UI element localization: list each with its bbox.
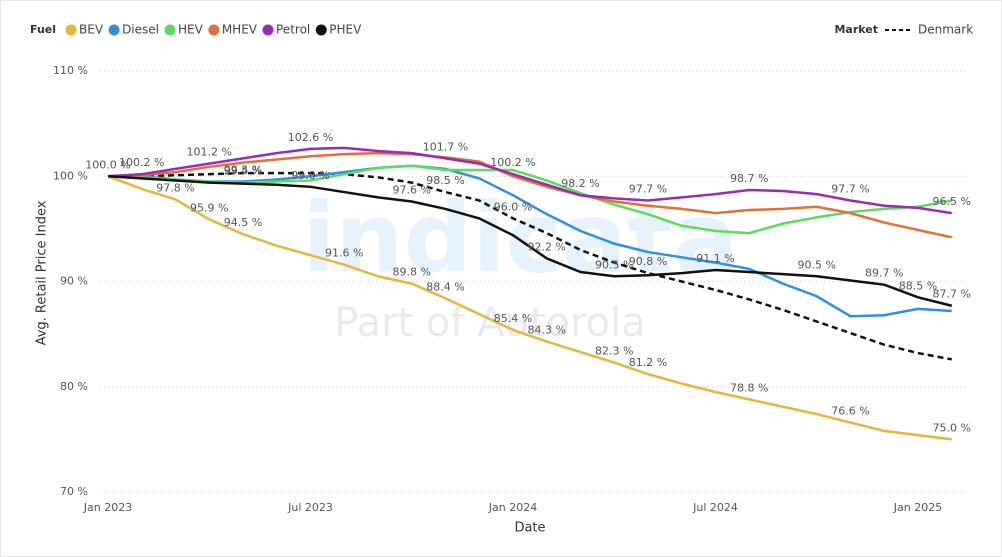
data-label: 96.0 % [494,200,532,213]
data-label: 97.6 % [393,184,431,197]
data-label: 88.4 % [426,280,464,293]
data-label: 90.5 % [798,258,836,271]
data-label: 100.2 % [119,156,164,169]
data-label: 75.0 % [933,421,971,434]
data-label: 99.5 % [224,164,262,177]
data-label: 90.5 % [595,258,633,271]
legend-label: Petrol [276,23,310,37]
data-label: 88.5 % [899,279,937,292]
legend-title: Market [834,23,878,36]
data-label: 84.3 % [528,324,566,337]
data-label: 94.5 % [224,216,262,229]
data-label: 101.2 % [187,146,232,159]
data-label: 82.3 % [595,345,633,358]
data-label: 95.9 % [190,201,228,214]
legend-marker [164,24,176,36]
data-label: 98.7 % [730,172,768,185]
legend-label: Denmark [918,23,973,37]
y-tick-label: 110 % [53,64,88,77]
data-label: 100.2 % [490,156,535,169]
line [107,146,952,215]
data-label: 98.2 % [561,177,599,190]
data-label: 90.8 % [629,255,667,268]
data-label: 85.4 % [494,312,532,325]
x-tick-label: Jul 2023 [287,501,333,514]
data-label: 89.7 % [865,267,903,280]
data-label: 99.0 % [291,169,329,182]
line [107,175,952,441]
data-label: 97.8 % [156,181,194,194]
legend-label: MHEV [222,23,258,37]
data-label: 81.2 % [629,356,667,369]
y-tick-label: 100 % [53,169,88,182]
data-label: 102.6 % [288,131,333,144]
data-label: 101.7 % [423,140,468,153]
legend-label: PHEV [329,23,362,37]
y-tick-label: 70 % [60,485,88,498]
watermark: Part of Autorola [334,300,645,346]
legend-marker [315,24,327,36]
line [107,175,953,307]
data-label: 89.8 % [393,266,431,279]
y-tick-label: 90 % [60,275,88,288]
data-label: 96.5 % [933,195,971,208]
data-label: 87.7 % [933,288,971,301]
line [108,171,952,361]
legend-title: Fuel [30,23,56,36]
legend-label: Diesel [122,23,159,37]
y-tick-label: 80 % [60,380,88,393]
legend-marker [108,24,120,36]
data-label: 99.4 % [224,165,262,178]
data-label: 100.0 % [85,158,130,171]
x-axis-title: Date [514,521,545,536]
x-tick-label: Jan 2025 [893,501,942,514]
legend-marker [65,24,77,36]
data-label: 92.2 % [528,240,566,253]
x-tick-label: Jan 2023 [83,501,132,514]
legend-label: BEV [79,23,104,37]
line [107,151,953,239]
y-axis-title: Avg. Retail Price Index [35,200,50,345]
x-tick-label: Jul 2024 [692,501,738,514]
data-label: 91.6 % [325,247,363,260]
x-tick-label: Jan 2024 [488,501,537,514]
data-label: 97.7 % [831,182,869,195]
legend-label: HEV [178,23,204,37]
data-label: 98.5 % [426,174,464,187]
data-label: 78.8 % [730,381,768,394]
data-label: 76.6 % [831,405,869,418]
line [107,164,952,235]
legend-marker [262,24,274,36]
legend-marker [208,24,220,36]
data-label: 97.7 % [629,182,667,195]
data-label: 91.1 % [696,252,734,265]
